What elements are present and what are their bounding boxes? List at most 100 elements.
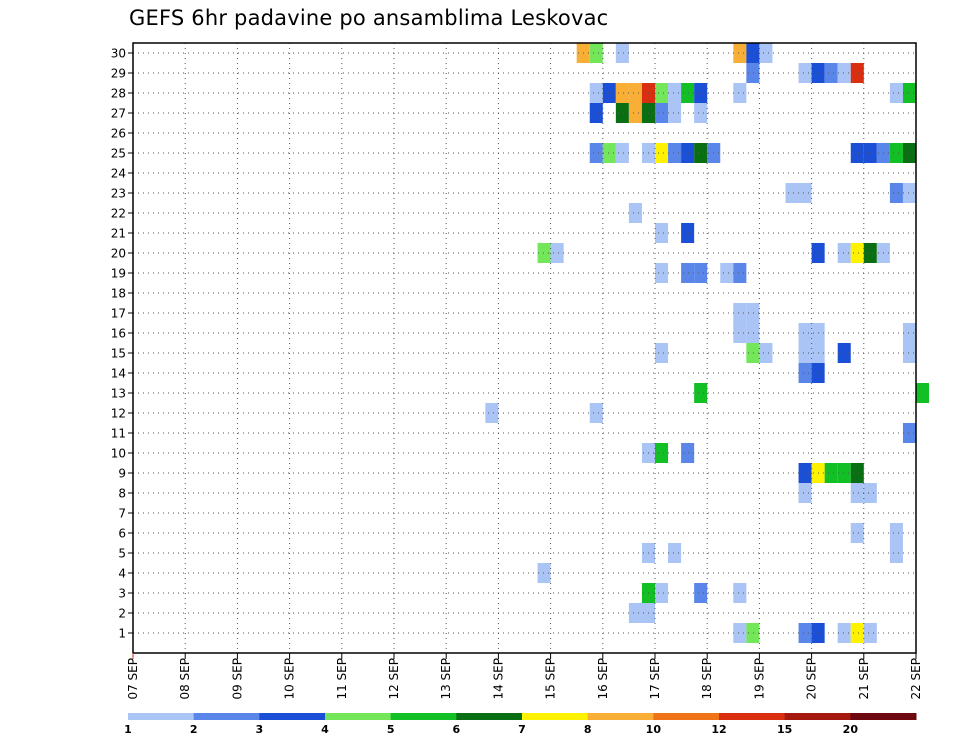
colorbar: 1 2 3 4 5 6 7 8 10 12 15 20 [124,713,917,736]
heatmap-cell [694,143,708,163]
x-tick-label: 07 SEP [126,658,140,700]
heatmap-cell [746,43,760,63]
heatmap-cell [655,103,669,123]
heatmap-cell [655,83,669,103]
colorbar-swatch [128,713,195,720]
heatmap-cell [668,143,682,163]
heatmap-cell [681,443,695,463]
y-tick-label: 2 [118,607,126,621]
colorbar-label: 20 [843,723,859,736]
heatmap-cell [902,143,916,163]
x-tick-label: 10 SEP [283,658,297,700]
y-tick-label: 29 [111,67,126,81]
y-tick-label: 30 [111,47,126,61]
heatmap-cell [837,343,851,363]
y-tick-label: 28 [111,87,126,101]
heatmap-cell [824,463,838,483]
heatmap-cell [668,83,682,103]
heatmap-cell [681,83,695,103]
colorbar-swatch [325,713,392,720]
colorbar-swatch [390,713,457,720]
heatmap-cell [694,383,708,403]
y-tick-label: 10 [111,447,126,461]
heatmap-cell [850,523,864,543]
heatmap-cell [694,103,708,123]
x-tick-label: 17 SEP [648,658,662,700]
y-tick-label: 3 [118,587,126,601]
heatmap-cell [746,323,760,343]
x-tick-label: 19 SEP [752,658,766,700]
chart-title: GEFS 6hr padavine po ansamblima Leskovac [129,6,609,30]
heatmap-cell [537,243,551,263]
heatmap-cell [694,263,708,283]
heatmap-cell [655,443,669,463]
heatmap-cell [889,183,903,203]
y-tick-label: 20 [111,247,126,261]
x-tick-label: 14 SEP [491,658,505,700]
heatmap-cell [681,143,695,163]
x-tick-label: 09 SEP [230,658,244,700]
y-tick-label: 24 [111,167,126,181]
heatmap-cell [733,323,747,343]
y-tick-label: 12 [111,407,126,421]
heatmap-cell [628,603,642,623]
heatmap-cell [615,83,629,103]
colorbar-label: 15 [777,723,792,736]
dotted-grid [133,43,916,653]
heatmap-cell [550,243,564,263]
heatmap-cell [863,483,877,503]
y-tick-label: 21 [111,227,126,241]
heatmap-cell [628,83,642,103]
heatmap-cell [720,263,734,283]
heatmap-cell [889,523,903,543]
y-tick-label: 14 [111,367,126,381]
heatmap-cell [850,483,864,503]
x-tick-label: 21 SEP [857,658,871,700]
heatmap-cell [589,43,603,63]
x-tick-label: 22 SEP [909,658,923,700]
heatmap-cell [850,623,864,643]
heatmap-cell [902,83,916,103]
x-tick-label: 20 SEP [805,658,819,700]
y-tick-label: 4 [118,567,126,581]
heatmap-cell [694,583,708,603]
heatmap-cell [798,323,812,343]
colorbar-swatch [259,713,326,720]
heatmap-cell [589,403,603,423]
heatmap-cell [798,363,812,383]
heatmap-cell [615,103,629,123]
heatmap-cell [655,583,669,603]
heatmap-cell [628,203,642,223]
y-tick-label: 6 [118,527,126,541]
y-tick-label: 13 [111,387,126,401]
y-tick-label: 19 [111,267,126,281]
heatmap-cell [837,623,851,643]
heatmap-cell [746,623,760,643]
heatmap-cell [746,63,760,83]
heatmap-cell [850,63,864,83]
heatmap-cell [759,343,773,363]
y-tick-label: 15 [111,347,126,361]
heatmap-cell [798,63,812,83]
heatmap-cell [837,243,851,263]
heatmap-cell [615,143,629,163]
y-tick-label: 23 [111,187,126,201]
heatmap-cell [746,303,760,323]
colorbar-label: 1 [124,723,132,736]
heatmap-cell [863,143,877,163]
heatmap-cell [785,183,799,203]
heatmap-cell [655,263,669,283]
heatmap-cell [824,63,838,83]
x-tick-label: 15 SEP [544,658,558,700]
heatmap-cell [837,63,851,83]
colorbar-label: 12 [711,723,726,736]
colorbar-swatch [522,713,589,720]
heatmap-cell [602,143,616,163]
heatmap-cell [746,343,760,363]
colorbar-label: 6 [453,723,461,736]
y-tick-label: 16 [111,327,126,341]
x-tick-label: 16 SEP [596,658,610,700]
heatmap-cell [655,343,669,363]
y-tick-label: 18 [111,287,126,301]
